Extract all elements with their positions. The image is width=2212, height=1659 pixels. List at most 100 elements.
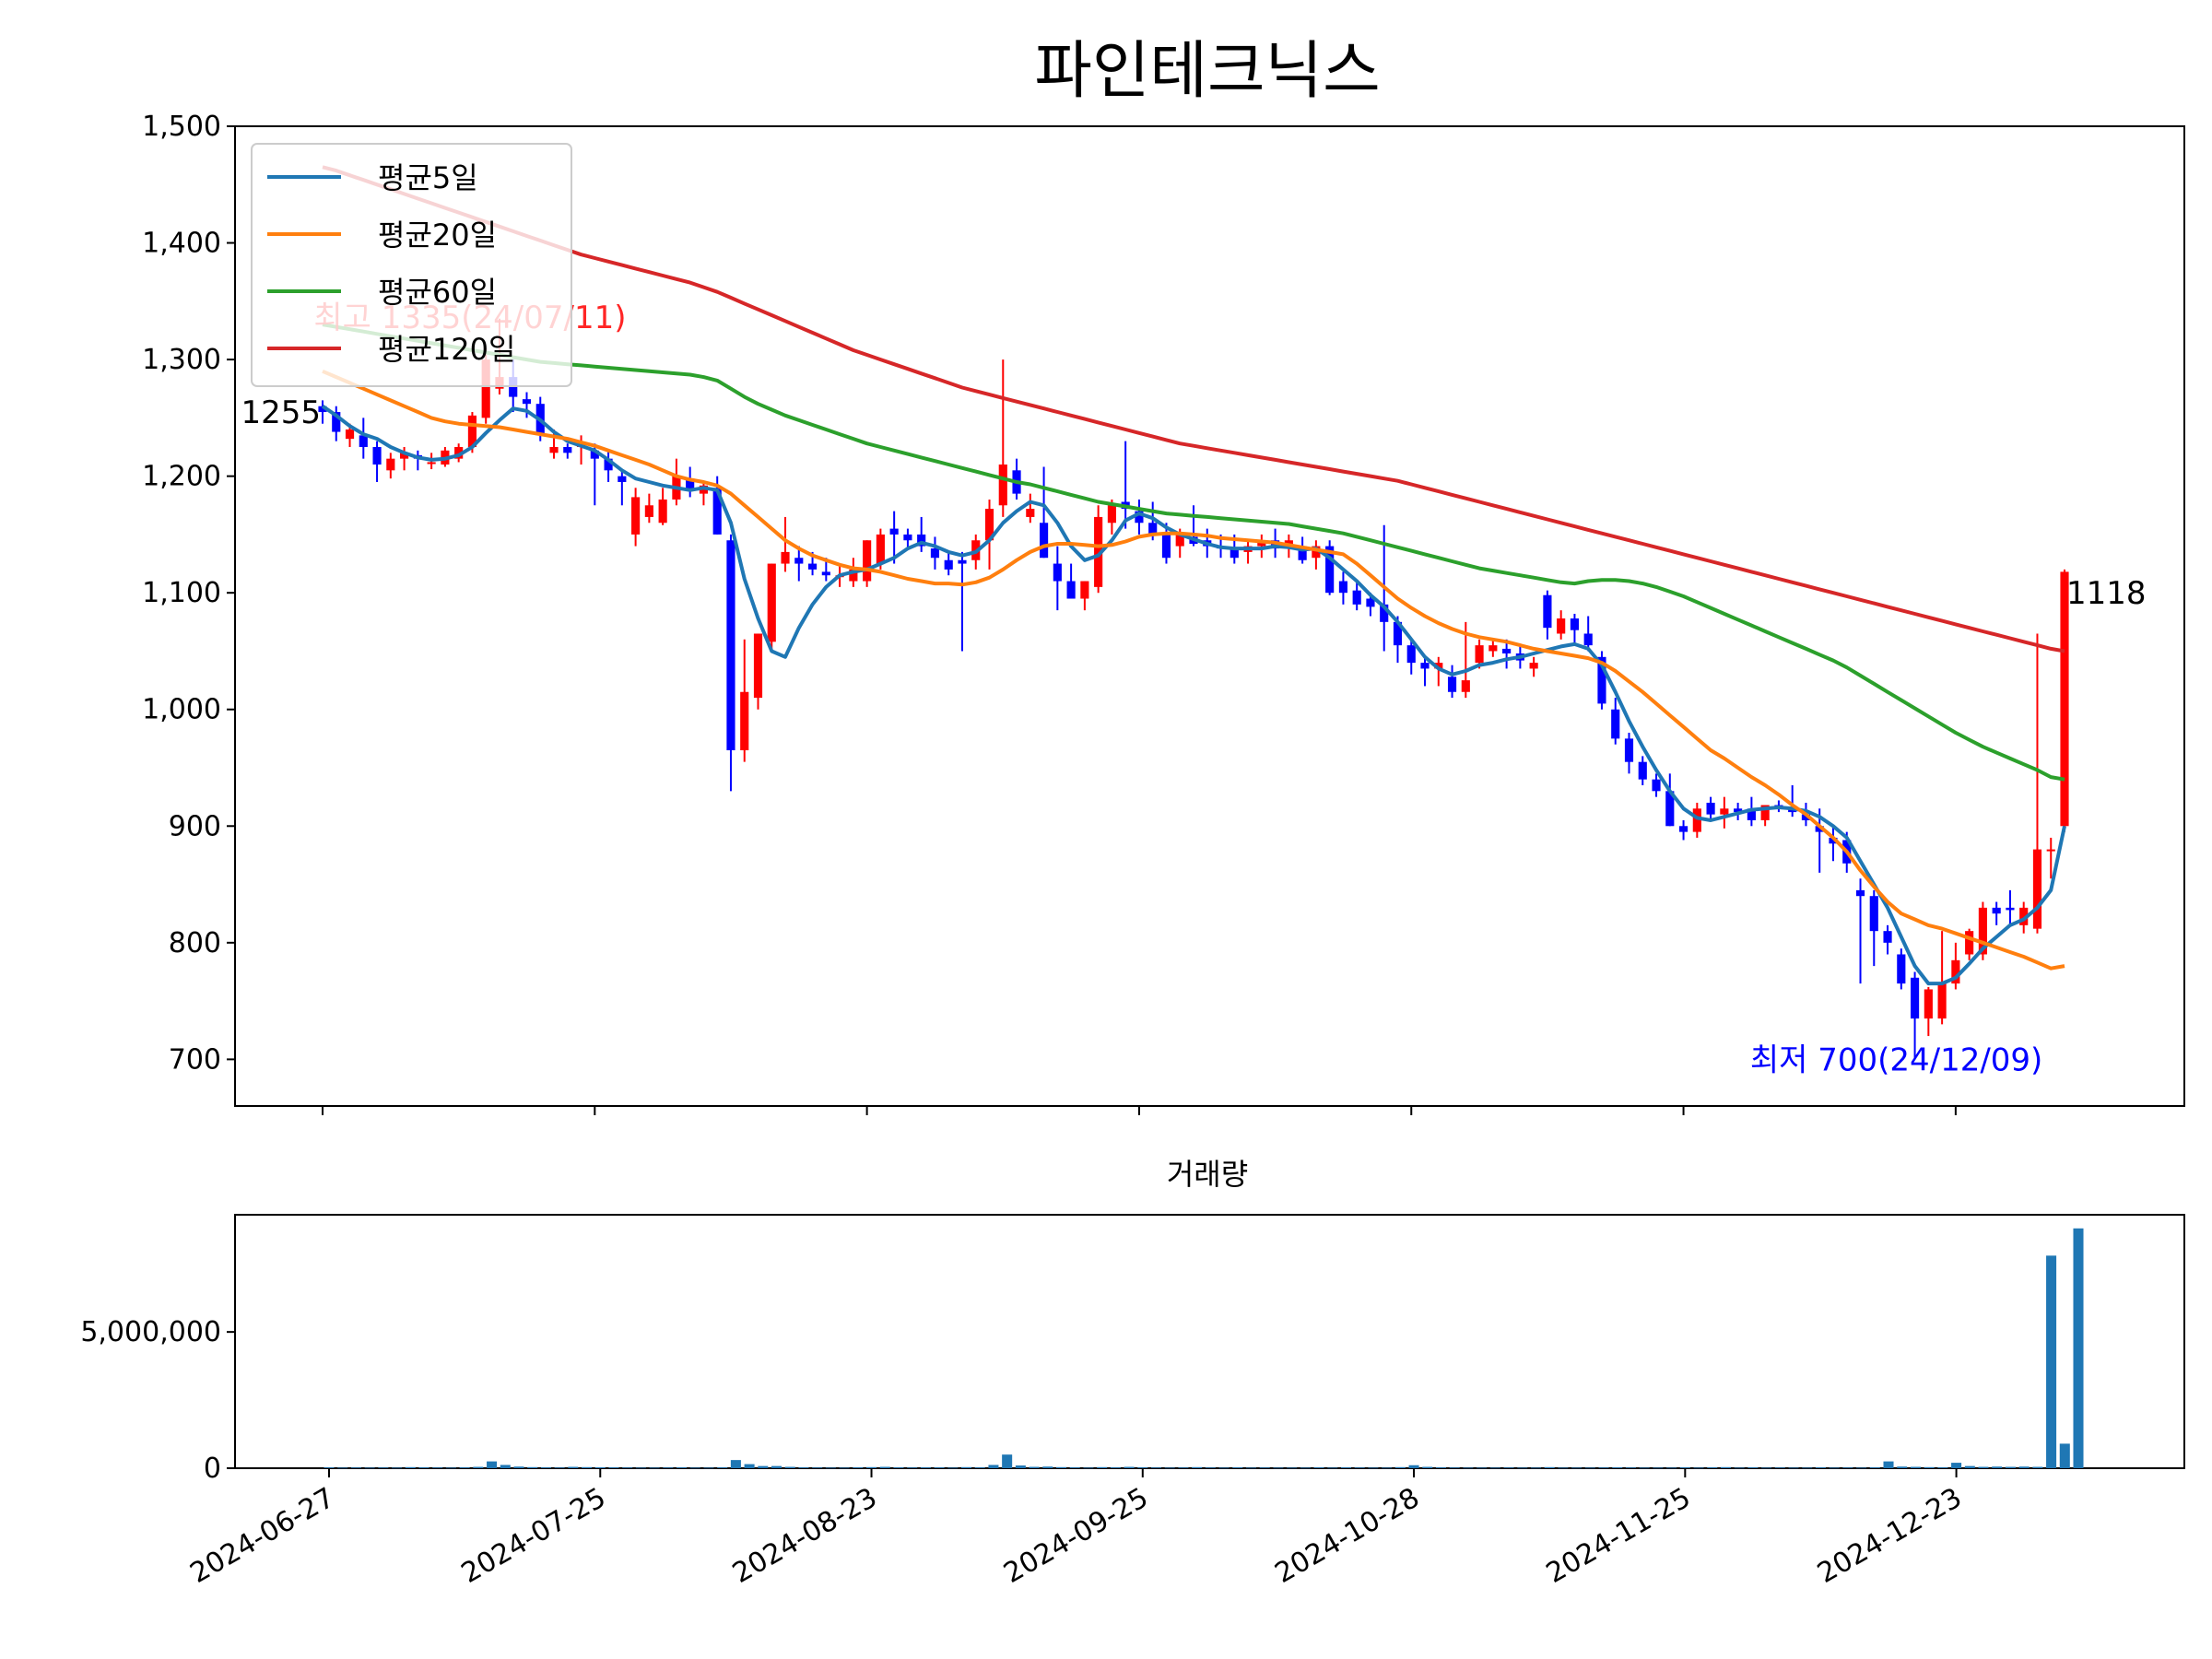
volume-bar xyxy=(1951,1463,1962,1468)
candle-body xyxy=(1406,645,1416,664)
volume-bar xyxy=(324,1467,335,1468)
volume-bar xyxy=(947,1467,959,1469)
candle-body xyxy=(686,478,695,490)
candle xyxy=(1026,493,1035,524)
legend-label: 평균20일 xyxy=(378,218,497,253)
candle xyxy=(1883,924,1892,955)
candle xyxy=(1325,540,1335,595)
candle-body xyxy=(1583,633,1593,646)
candle xyxy=(1406,639,1416,675)
volume-bar xyxy=(445,1467,456,1469)
candle-body xyxy=(1883,931,1892,943)
volume-bar xyxy=(364,1467,375,1469)
candle-body xyxy=(1352,590,1361,605)
candle-body xyxy=(1911,977,1920,1019)
candle xyxy=(1053,546,1062,611)
candle-body xyxy=(807,563,818,570)
candle xyxy=(2060,569,2069,832)
candle-body xyxy=(563,447,572,453)
candle xyxy=(1066,563,1076,599)
candle xyxy=(332,406,341,441)
volume-bar xyxy=(1368,1467,1379,1469)
candle-body xyxy=(2060,571,2069,827)
candle-body xyxy=(876,534,885,564)
volume-bar xyxy=(337,1467,348,1469)
candle xyxy=(1611,698,1620,745)
candle-body xyxy=(1557,618,1566,634)
candle xyxy=(1583,616,1593,652)
volume-bar xyxy=(1327,1467,1338,1469)
candle-body xyxy=(1447,677,1457,692)
candle-body xyxy=(1611,709,1620,739)
volume-bar xyxy=(2032,1466,2043,1468)
candle xyxy=(944,551,953,576)
volume-bar xyxy=(1042,1466,1053,1468)
candle-body xyxy=(1366,598,1375,607)
candle xyxy=(1855,878,1865,984)
candle-body xyxy=(1148,523,1158,535)
volume-bar xyxy=(1002,1454,1013,1468)
moving-average-line-ma120 xyxy=(322,165,2065,653)
volume-bar xyxy=(961,1466,972,1468)
candle xyxy=(318,400,327,424)
candle xyxy=(1080,581,1089,611)
candle-body xyxy=(1869,896,1878,932)
candle xyxy=(563,443,572,459)
candle xyxy=(1161,523,1171,564)
candle-body xyxy=(1652,779,1661,792)
volume-bar xyxy=(649,1467,660,1469)
candle-body xyxy=(944,559,953,570)
volume-bar xyxy=(1653,1467,1664,1469)
candle xyxy=(386,453,395,479)
volume-bar xyxy=(1584,1467,1595,1469)
candle-body xyxy=(1094,516,1103,587)
volume-bar xyxy=(1259,1467,1270,1469)
candle-body xyxy=(1175,534,1184,547)
candle-body xyxy=(1978,907,1987,955)
candle-body xyxy=(1951,959,1960,984)
volume-bar xyxy=(1910,1466,1921,1468)
volume-y-tick-label: 0 xyxy=(204,1453,221,1485)
candle-body xyxy=(1161,534,1171,559)
volume-bar xyxy=(1110,1467,1121,1468)
candle-body xyxy=(1924,989,1933,1019)
legend-label: 평균60일 xyxy=(378,275,497,310)
candle-body xyxy=(1312,546,1321,559)
candle-body xyxy=(1992,907,2001,914)
volume-bar xyxy=(1829,1467,1840,1469)
candle-body xyxy=(2006,907,2015,911)
candle-body xyxy=(712,488,722,535)
volume-bar xyxy=(853,1467,864,1468)
volume-bar xyxy=(1205,1467,1216,1469)
volume-bar xyxy=(879,1466,890,1468)
candle-body xyxy=(726,540,735,751)
volume-bar xyxy=(1069,1467,1080,1468)
volume-bar xyxy=(1897,1466,1908,1468)
candle-body xyxy=(386,458,395,471)
candle xyxy=(2032,633,2042,934)
volume-bar xyxy=(635,1467,646,1469)
volume-bar xyxy=(1612,1467,1623,1468)
first-value-annotation: 1255 xyxy=(241,394,321,431)
candle-body xyxy=(318,406,327,413)
volume-bar xyxy=(1707,1467,1718,1468)
candle xyxy=(1338,571,1347,605)
volume-bar xyxy=(771,1465,782,1468)
candle-body xyxy=(1829,837,1838,844)
volume-bar xyxy=(500,1465,511,1468)
candle-body xyxy=(467,415,477,448)
candle-body xyxy=(930,548,940,559)
candle xyxy=(1706,796,1715,820)
candle-body xyxy=(1230,548,1239,559)
volume-bar xyxy=(893,1467,904,1468)
legend-label: 평균5일 xyxy=(378,160,478,195)
volume-bar xyxy=(717,1467,728,1468)
candle-body xyxy=(1897,954,1906,984)
candle-body xyxy=(1325,546,1335,594)
candle xyxy=(1135,499,1144,535)
candle xyxy=(1447,665,1457,699)
candle-body xyxy=(618,476,627,482)
candle xyxy=(1924,986,1933,1037)
candle-body xyxy=(1734,808,1743,813)
candle xyxy=(1951,942,1960,990)
